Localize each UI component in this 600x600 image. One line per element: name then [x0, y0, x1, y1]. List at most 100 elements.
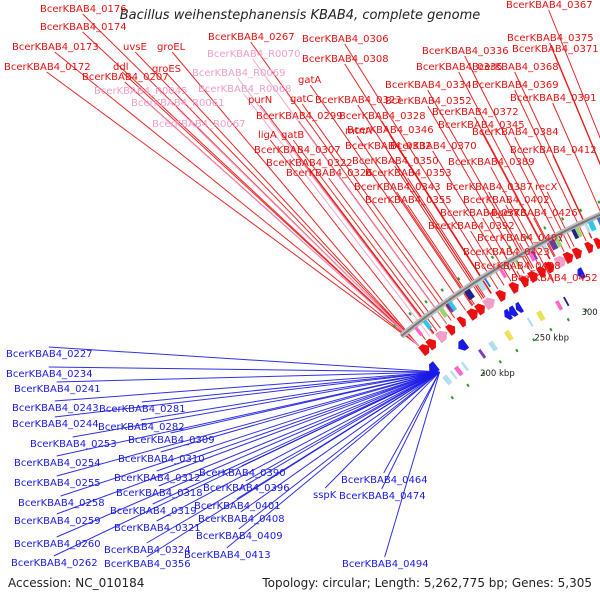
forward-callout-line [407, 177, 486, 298]
forward-callout-line [458, 71, 556, 257]
forward-gene-label: BcerKBAB4_0334 [385, 80, 472, 91]
reverse-gene-label: BcerKBAB4_0243 [12, 403, 99, 414]
forward-gene-label: BcerKBAB4_0389 [448, 157, 535, 168]
outer-cog-block [484, 277, 492, 288]
forward-callout-line [121, 71, 419, 346]
reverse-callout-line [240, 371, 440, 513]
outer-cog-block [445, 302, 455, 314]
reverse-cds-arrow [577, 267, 586, 279]
outer-cog-block [414, 326, 424, 337]
rna-gene-label: BcerKBAB4_R0061 [131, 98, 225, 109]
forward-cds-arrow [508, 281, 519, 294]
reverse-gene-label: BcerKBAB4_0262 [11, 558, 98, 569]
outer-cog-block [527, 250, 537, 262]
forward-gene-label: purN [248, 95, 272, 106]
tick-mark [445, 304, 451, 310]
forward-gene-label: BcerKBAB4_0299 [256, 111, 343, 122]
reverse-callout-line [381, 371, 441, 490]
forward-cds-arrow [482, 297, 495, 311]
reverse-callout-line [141, 371, 440, 403]
reverse-gene-label: BcerKBAB4_0253 [30, 439, 117, 450]
forward-callout-line [134, 51, 419, 346]
forward-gene-label: BcerKBAB4_0423 [463, 247, 550, 258]
reverse-gene-label: BcerKBAB4_0356 [104, 559, 191, 570]
forward-cds-arrow [527, 270, 538, 283]
reverse-callout-line [383, 371, 440, 474]
forward-callout-line [554, 53, 600, 165]
outer-cog-block [464, 288, 475, 301]
forward-gene-label: ddl [113, 62, 128, 73]
forward-gene-label: BcerKBAB4_0308 [302, 54, 389, 65]
forward-gene-label: ligA [258, 130, 277, 141]
forward-gene-label: BcerKBAB4_0353 [365, 168, 452, 179]
reverse-gene-label: BcerKBAB4_0390 [199, 468, 286, 479]
forward-gene-label: BcerKBAB4_0384 [472, 127, 559, 138]
forward-gene-label: BcerKBAB4_0172 [4, 62, 91, 73]
reverse-cds-arrow [429, 361, 440, 373]
forward-callout-line [488, 191, 533, 270]
forward-callout-line [171, 51, 419, 346]
forward-callout-line [396, 191, 474, 306]
forward-callout-line [387, 150, 485, 299]
forward-gene-label: gatB [281, 130, 304, 141]
reverse-cds-arrow [504, 308, 514, 320]
forward-gene-label: groES [152, 64, 181, 75]
rna-callout-line [252, 58, 447, 325]
inner-cog-block [535, 310, 546, 322]
genome-summary-text: Topology: circular; Length: 5,262,775 bp… [262, 576, 592, 590]
forward-callout-line [381, 120, 492, 294]
forward-cds-arrow [584, 241, 594, 254]
forward-callout-line [514, 89, 587, 242]
forward-gene-label: BcerKBAB4_0402 [463, 195, 550, 206]
reverse-gene-label: BcerKBAB4_0241 [14, 384, 101, 395]
reverse-callout-line [152, 371, 440, 505]
forward-gene-label: BcerKBAB4_0336 [422, 46, 509, 57]
forward-gene-label: BcerKBAB4_0343 [354, 182, 441, 193]
forward-cds-arrow [571, 247, 582, 260]
reverse-callout-line [226, 371, 440, 549]
reverse-cds-arrow [515, 301, 524, 313]
forward-gene-label: gatC [290, 94, 313, 105]
reverse-callout-line [56, 371, 440, 538]
forward-callout-line [356, 135, 473, 307]
reverse-callout-line [245, 371, 440, 482]
forward-gene-label: BcerKBAB4_0371 [512, 44, 599, 55]
reverse-callout-line [72, 371, 440, 438]
reverse-gene-label: BcerKBAB4_0259 [14, 516, 101, 527]
reverse-callout-line [238, 371, 440, 530]
forward-callout-line [308, 167, 435, 334]
reverse-gene-label: BcerKBAB4_0494 [342, 559, 429, 570]
reverse-callout-line [48, 366, 440, 373]
accession-text: Accession: NC_010184 [8, 576, 145, 590]
reverse-callout-line [324, 371, 440, 489]
outer-cog-block [571, 228, 580, 240]
forward-cds-arrow [445, 324, 456, 336]
forward-cds-arrow [456, 316, 467, 328]
forward-gene-label: BcerKBAB4_0345 [438, 120, 525, 131]
inner-cog-block [555, 300, 564, 311]
rna-callout-line [197, 128, 419, 346]
reverse-callout-line [236, 371, 440, 500]
rna-callout-line [243, 93, 431, 337]
reverse-gene-label: BcerKBAB4_0396 [203, 483, 290, 494]
forward-callout-line [427, 105, 525, 274]
tick-label: 200 kbp [480, 369, 515, 379]
reverse-callout-line [54, 371, 440, 418]
forward-gene-label: BcerKBAB4_0335 [416, 62, 503, 73]
forward-gene-label: uvsE [123, 42, 147, 53]
forward-cds-arrow [425, 338, 436, 351]
inner-cog-block [478, 348, 487, 359]
reverse-gene-label: BcerKBAB4_0260 [14, 539, 101, 550]
outer-cog-block [531, 249, 538, 260]
reverse-callout-line [60, 371, 440, 497]
reverse-cds-arrow [509, 305, 519, 317]
inner-cog-block [442, 374, 453, 386]
forward-gene-label: BcerKBAB4_0372 [432, 107, 519, 118]
reverse-gene-label: BcerKBAB4_0312 [114, 473, 201, 484]
tick-mark [558, 236, 563, 242]
forward-callout-line [54, 51, 419, 346]
reverse-gene-label: BcerKBAB4_0258 [18, 498, 105, 509]
feature-rings [392, 200, 600, 400]
